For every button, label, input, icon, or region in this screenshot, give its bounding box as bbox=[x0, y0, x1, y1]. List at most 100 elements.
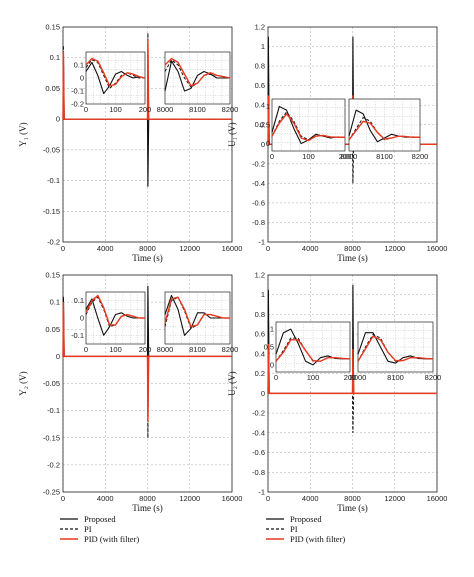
x-tick-label: 12000 bbox=[384, 244, 405, 253]
y-tick-label: 0 bbox=[56, 352, 60, 361]
x-axis-label: Time (s) bbox=[337, 503, 367, 513]
y-tick-label: 0.8 bbox=[255, 62, 265, 71]
inset-1: 0 100 200 0 0.5 1 bbox=[264, 321, 357, 382]
x-tick-label: 4000 bbox=[97, 244, 114, 253]
x-tick-label: 0 bbox=[266, 244, 270, 253]
series-line-pid bbox=[62, 39, 232, 120]
y-tick-label: 0.4 bbox=[255, 349, 265, 358]
inset-series-pid bbox=[85, 294, 145, 326]
inset-x-tick-label: 200 bbox=[344, 373, 357, 382]
inset-x-tick-label: 8100 bbox=[387, 373, 404, 382]
inset-series-pid bbox=[357, 335, 434, 362]
y-tick-label: -0.8 bbox=[252, 218, 265, 227]
inset-x-tick-label: 8100 bbox=[189, 345, 206, 354]
y-tick-label: -0.1 bbox=[47, 406, 60, 415]
inset-1: 0 100 200-0.100.1 bbox=[71, 291, 152, 354]
y-tick-label: -0.05 bbox=[43, 145, 60, 154]
y-tick-label: -1 bbox=[258, 238, 265, 247]
x-tick-label: 8000 bbox=[139, 494, 156, 503]
y-tick-label: -0.05 bbox=[43, 379, 60, 388]
legend-label-pid: PID (with filter) bbox=[84, 534, 139, 544]
inset-x-tick-label: 8200 bbox=[412, 152, 429, 161]
x-tick-label: 16000 bbox=[222, 244, 243, 253]
inset-y-tick-label: -0.1 bbox=[71, 87, 84, 96]
y-tick-label: 1.2 bbox=[255, 271, 265, 280]
legend-label-pid: PID (with filter) bbox=[290, 534, 345, 544]
y-tick-label: 0.05 bbox=[45, 84, 60, 93]
y-tick-label: 0.1 bbox=[50, 53, 60, 62]
x-tick-label: 4000 bbox=[97, 494, 114, 503]
inset-x-tick-label: 8200 bbox=[425, 373, 442, 382]
series-line-pid bbox=[267, 344, 437, 395]
y-tick-label: -0.25 bbox=[43, 488, 60, 497]
y-tick-label: -0.15 bbox=[43, 433, 60, 442]
legend-label-proposed: Proposed bbox=[290, 514, 322, 524]
x-axis-label: Time (s) bbox=[337, 253, 367, 263]
inset-series-proposed bbox=[164, 294, 230, 336]
inset-y-tick-label: 1 bbox=[266, 102, 270, 111]
inset-2: 8000 8100 8200 bbox=[157, 51, 238, 114]
inset-2: 8000 8100 8200 bbox=[341, 98, 429, 161]
y-axis-label: U₂ (V) bbox=[227, 371, 237, 395]
y-tick-label: 0.2 bbox=[255, 120, 265, 129]
inset-y-tick-label: 0 bbox=[80, 74, 84, 83]
inset-x-tick-label: 100 bbox=[302, 152, 315, 161]
y-tick-label: 0 bbox=[261, 140, 265, 149]
panel-1: 0 4000 8000 12000 16000 -0.2 -0.15 -0.1 -0.05 0 0.… bbox=[18, 23, 242, 264]
y-tick-label: -0.15 bbox=[43, 207, 60, 216]
inset-y-tick-label: -0.2 bbox=[71, 100, 84, 109]
inset-y-tick-label: 0 bbox=[266, 139, 270, 148]
y-tick-label: 1 bbox=[261, 42, 265, 51]
y-tick-label: 0.8 bbox=[255, 310, 265, 319]
y-tick-label: 0.15 bbox=[45, 23, 60, 32]
inset-x-tick-label: 0 bbox=[84, 345, 88, 354]
inset-series-pid bbox=[271, 113, 345, 142]
inset-y-tick-label: 0.5 bbox=[260, 121, 270, 130]
inset-x-tick-label: 8000 bbox=[157, 345, 174, 354]
y-tick-label: 0.15 bbox=[45, 271, 60, 280]
y-tick-label: -0.2 bbox=[47, 460, 60, 469]
legend-label-pi: PI bbox=[84, 524, 92, 534]
y-axis-label: Y₂ (V) bbox=[18, 371, 28, 395]
inset-x-tick-label: 8200 bbox=[222, 345, 239, 354]
y-tick-label: 0.6 bbox=[255, 330, 265, 339]
inset-x-tick-label: 8100 bbox=[189, 105, 206, 114]
inset-y-tick-label: 0.1 bbox=[74, 61, 84, 70]
x-tick-label: 0 bbox=[266, 494, 270, 503]
x-tick-label: 8000 bbox=[344, 244, 361, 253]
inset-series-pid bbox=[85, 57, 146, 87]
y-tick-label: -0.8 bbox=[252, 468, 265, 477]
inset-2: 8000 8100 8200 bbox=[350, 321, 442, 382]
panel-2: 0 4000 8000 12000 16000-1-0.8-0.6-0.4-0.200.… bbox=[227, 23, 447, 264]
plot-frame bbox=[62, 274, 233, 493]
inset-x-tick-label: 200 bbox=[339, 152, 352, 161]
inset-1: 0 100 200 0 0.5 1 bbox=[260, 98, 352, 161]
inset-x-tick-label: 200 bbox=[139, 345, 152, 354]
inset-x-tick-label: 100 bbox=[109, 345, 122, 354]
inset-series-pid bbox=[164, 296, 230, 328]
inset-x-tick-label: 8100 bbox=[376, 152, 393, 161]
y-tick-label: -0.2 bbox=[252, 159, 265, 168]
inset-y-tick-label: 0 bbox=[270, 360, 274, 369]
inset-y-tick-label: 0 bbox=[80, 314, 84, 323]
y-tick-label: 0.1 bbox=[50, 298, 60, 307]
y-tick-label: 0.6 bbox=[255, 81, 265, 90]
y-tick-label: -0.2 bbox=[252, 409, 265, 418]
panel-4: 0 4000 8000 12000 16000-1-0.8-0.6-0.4-0.200.… bbox=[227, 271, 447, 514]
y-tick-label: -0.6 bbox=[252, 198, 265, 207]
plot-frame bbox=[62, 26, 233, 243]
y-tick-label: 0 bbox=[56, 115, 60, 124]
x-tick-label: 4000 bbox=[302, 244, 319, 253]
inset-x-tick-label: 8000 bbox=[341, 152, 358, 161]
x-tick-label: 0 bbox=[61, 494, 65, 503]
inset-x-tick-label: 8000 bbox=[350, 373, 367, 382]
x-tick-label: 16000 bbox=[222, 494, 243, 503]
inset-series-pi bbox=[85, 59, 145, 89]
y-tick-label: 1 bbox=[261, 290, 265, 299]
inset-series-proposed bbox=[85, 298, 145, 336]
y-tick-label: -0.2 bbox=[47, 238, 60, 247]
y-tick-label: 0.2 bbox=[255, 369, 265, 378]
